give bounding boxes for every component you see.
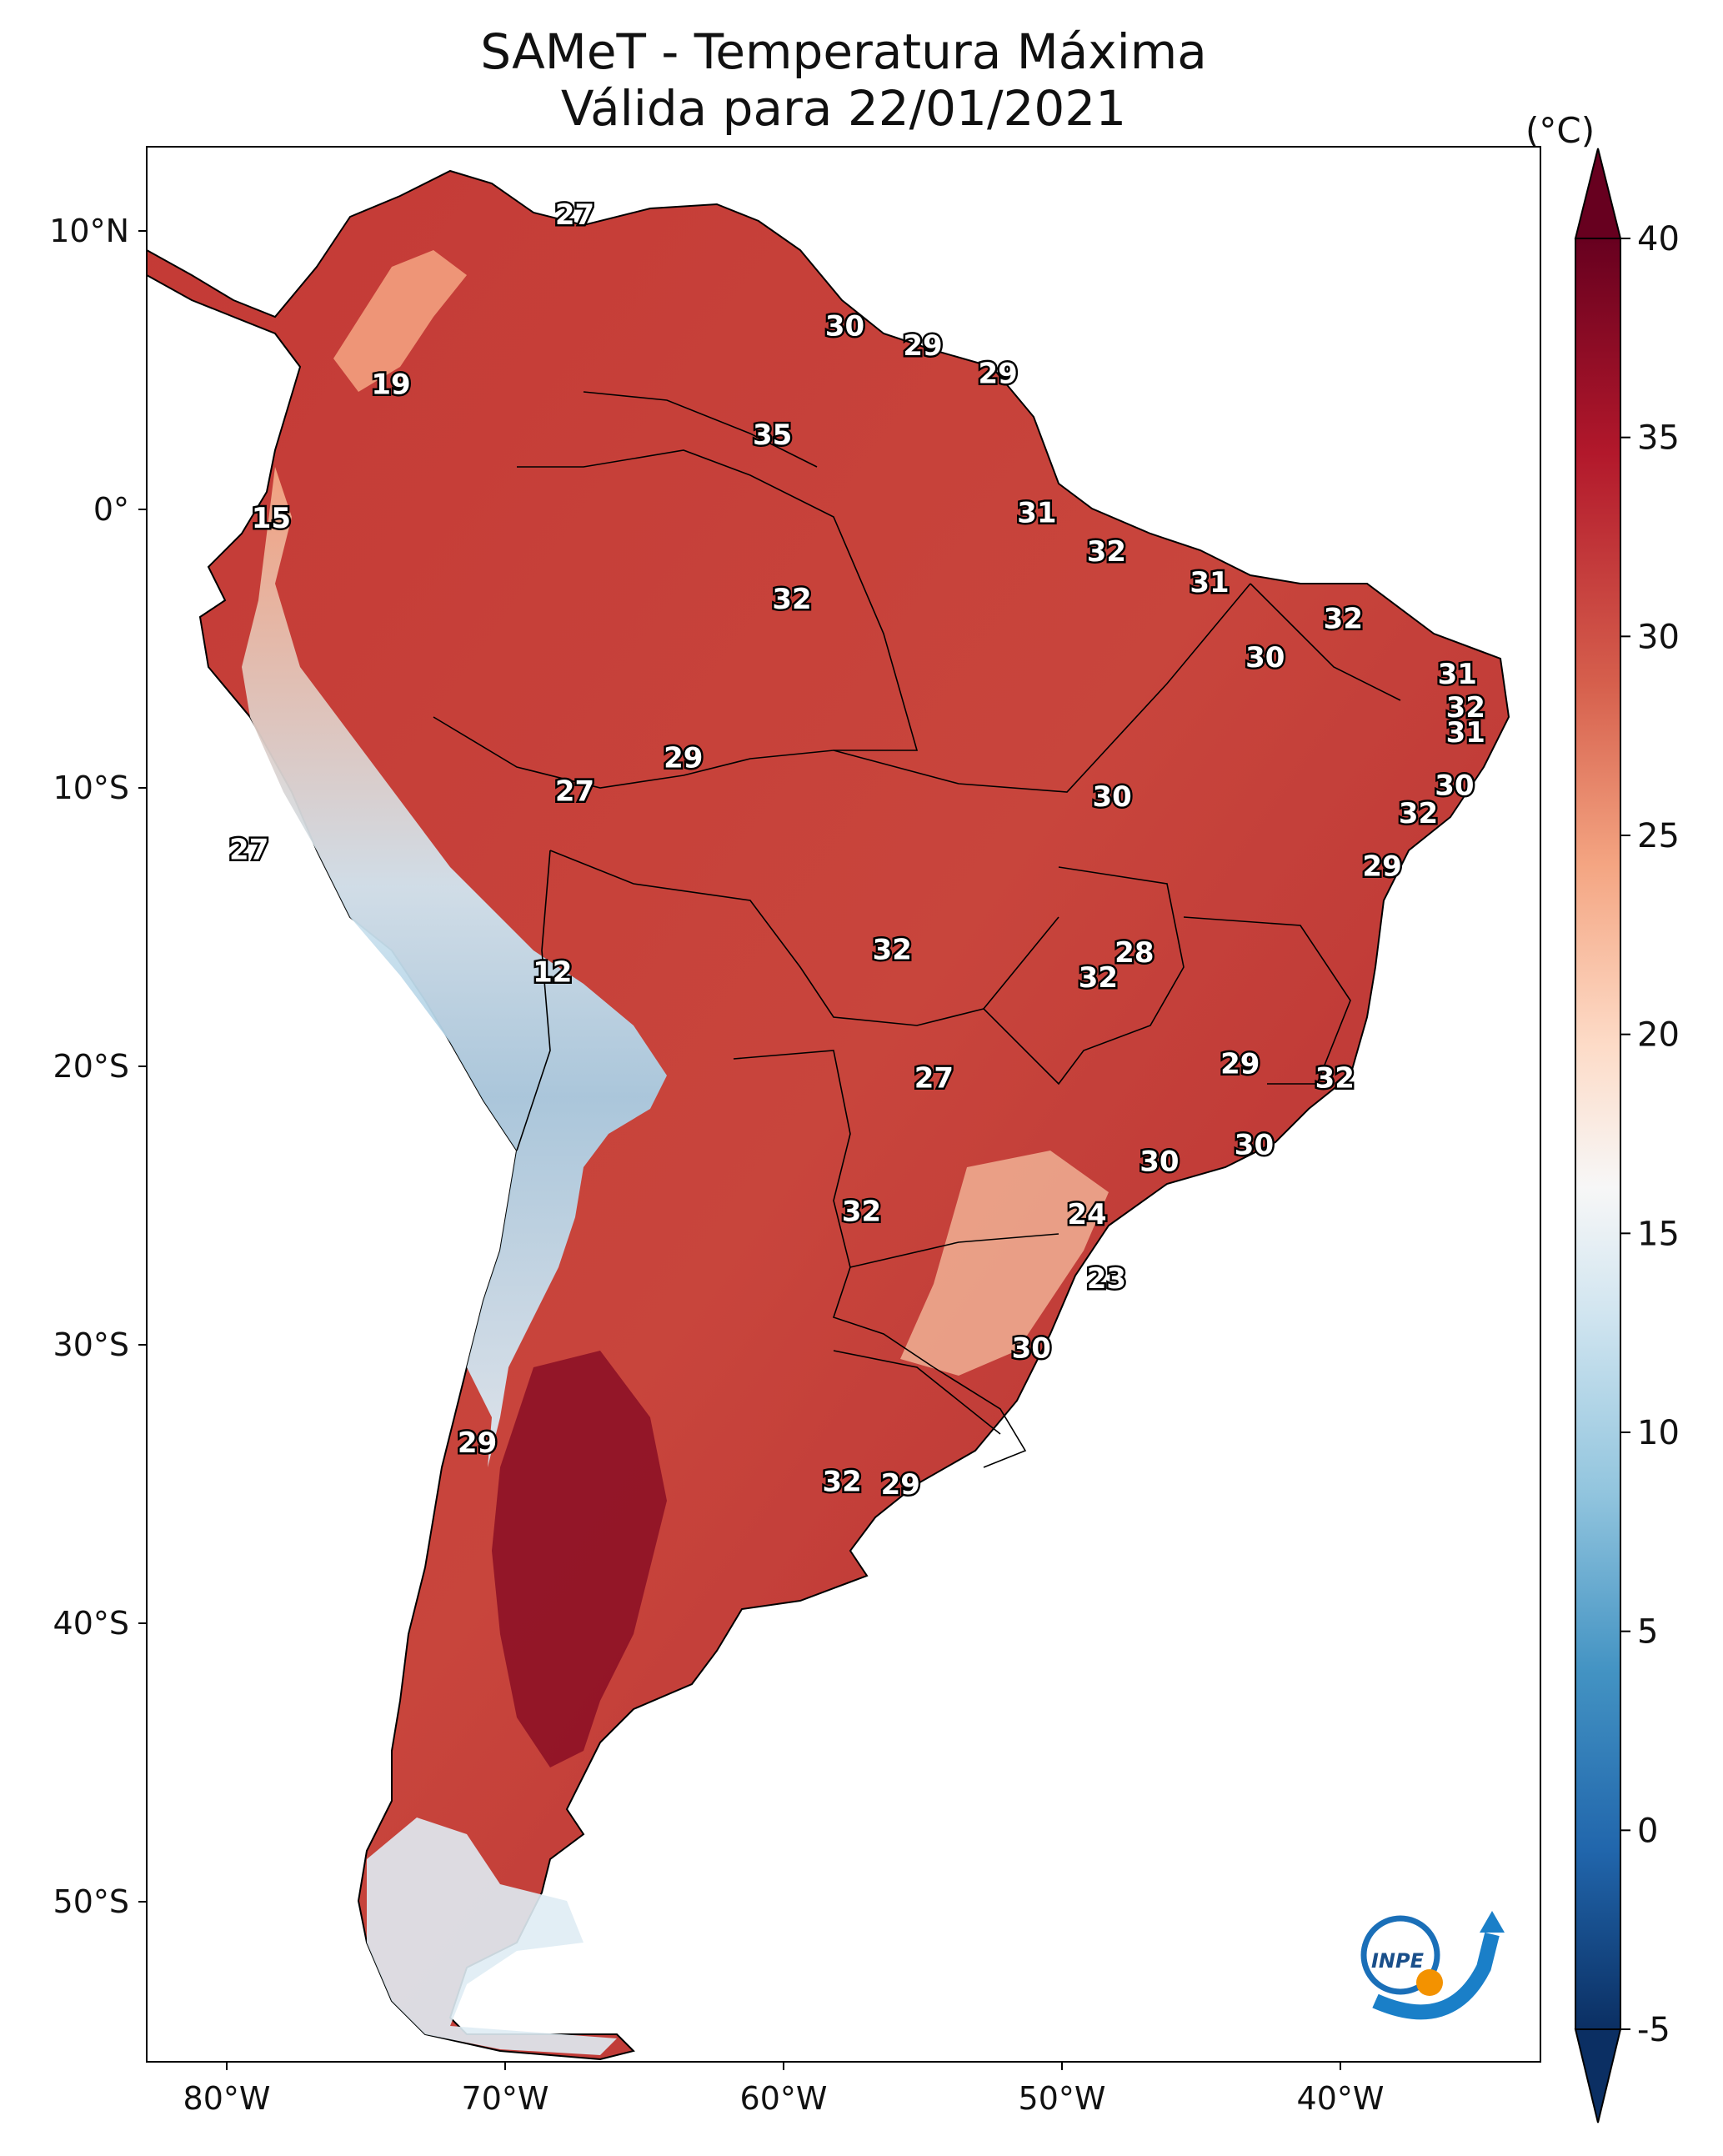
colorbar-tick-label: 35 — [1637, 419, 1680, 458]
temperature-label: 32 — [1324, 602, 1363, 635]
lon-tick-label: 80°W — [183, 2080, 271, 2117]
lon-tick-label: 70°W — [462, 2080, 549, 2117]
temperature-label: 19 — [371, 369, 410, 402]
lon-tick-label: 50°W — [1019, 2080, 1106, 2117]
colorbar-unit: (°C) — [1525, 110, 1595, 151]
colorbar-tick-label: 5 — [1637, 1613, 1658, 1652]
colorbar-bar — [1575, 238, 1621, 2030]
temperature-label: 28 — [1114, 936, 1154, 970]
colorbar-tick-label: 40 — [1637, 220, 1680, 258]
temperature-label: 30 — [1139, 1146, 1179, 1179]
temperature-label: 32 — [1079, 961, 1118, 995]
temperature-label: 35 — [753, 419, 792, 452]
temperature-label: 32 — [772, 583, 811, 616]
temperature-label: 30 — [1235, 1129, 1274, 1162]
argentina-hot-core — [492, 1351, 667, 1767]
map-subtitle: Válida para 22/01/2021 — [560, 80, 1127, 137]
colorbar-tick-label: 30 — [1637, 618, 1680, 656]
temperature-label: 32 — [842, 1196, 881, 1229]
andes-cool-band — [242, 467, 667, 1517]
longitude-ticks: 80°W 70°W 60°W 50°W 40°W — [183, 2062, 1385, 2117]
temperature-label: 29 — [458, 1426, 497, 1460]
colombia-highlands — [333, 250, 467, 392]
temperature-label: 29 — [979, 357, 1018, 390]
patagonia-cool — [367, 1818, 617, 2055]
colorbar: 40 35 30 25 20 15 10 5 0 -5 — [1574, 148, 1680, 2123]
colorbar-tick-label: 25 — [1637, 817, 1680, 855]
colorbar-tick-label: 10 — [1637, 1414, 1680, 1452]
temperature-label: 30 — [1245, 641, 1285, 674]
colorbar-tick-label: -5 — [1637, 2011, 1670, 2049]
temperature-label: 29 — [903, 329, 942, 363]
map-content — [147, 169, 1510, 2061]
temperature-label: 30 — [1092, 780, 1131, 814]
temperature-label: 32 — [873, 934, 912, 967]
lon-tick-label: 40°W — [1297, 2080, 1385, 2117]
colorbar-max-extend — [1574, 148, 1622, 239]
logo-text: INPE — [1371, 1949, 1425, 1973]
colorbar-min-extend — [1574, 2028, 1622, 2123]
temperature-label: 27 — [555, 775, 594, 808]
temperature-label: 31 — [1446, 716, 1485, 750]
lat-tick-label: 10°N — [49, 213, 129, 249]
lat-tick-label: 0° — [93, 491, 129, 528]
temperature-label: 29 — [1362, 850, 1401, 884]
lat-tick-label: 50°S — [53, 1883, 129, 1920]
se-brazil-mild — [900, 1151, 1109, 1376]
temperature-label: 15 — [252, 502, 291, 535]
temperature-label: 29 — [1220, 1048, 1260, 1081]
temperature-label: 32 — [1399, 797, 1438, 830]
colorbar-tick-label: 20 — [1637, 1016, 1680, 1055]
temperature-label: 32 — [1446, 691, 1485, 725]
latitude-ticks: 10°N 0° 10°S 20°S 30°S 40°S 50°S — [49, 213, 147, 1920]
lat-tick-label: 30°S — [53, 1326, 129, 1363]
temperature-label: 23 — [1087, 1262, 1126, 1296]
temperature-label: 31 — [1438, 658, 1477, 691]
temperature-label: 32 — [1315, 1061, 1355, 1095]
temperature-label: 27 — [229, 833, 268, 866]
temperature-label: 27 — [914, 1061, 954, 1095]
temperature-label: 29 — [881, 1468, 920, 1502]
temperature-label: 32 — [822, 1466, 861, 1499]
map-title: SAMeT - Temperatura Máxima — [480, 23, 1207, 80]
temperature-label: 30 — [1435, 770, 1474, 803]
temperature-label: 27 — [555, 198, 594, 232]
colorbar-tick-label: 0 — [1637, 1812, 1658, 1850]
lat-tick-label: 20°S — [53, 1048, 129, 1085]
inpe-logo: INPE — [1360, 1911, 1505, 2020]
temperature-label: 31 — [1190, 566, 1229, 599]
lon-tick-label: 60°W — [740, 2080, 828, 2117]
temperature-label: 29 — [664, 741, 703, 775]
colorbar-tick-label: 15 — [1637, 1215, 1680, 1253]
political-boundaries — [433, 391, 1401, 1468]
lat-tick-label: 40°S — [53, 1605, 129, 1642]
lat-tick-label: 10°S — [53, 770, 129, 806]
temperature-label: 31 — [1017, 496, 1056, 529]
temperature-label: 12 — [533, 955, 572, 989]
temperature-label: 30 — [825, 310, 864, 343]
temperature-label: 30 — [1012, 1331, 1051, 1365]
temperature-label: 32 — [1087, 535, 1126, 569]
temperature-label: 24 — [1067, 1198, 1106, 1231]
